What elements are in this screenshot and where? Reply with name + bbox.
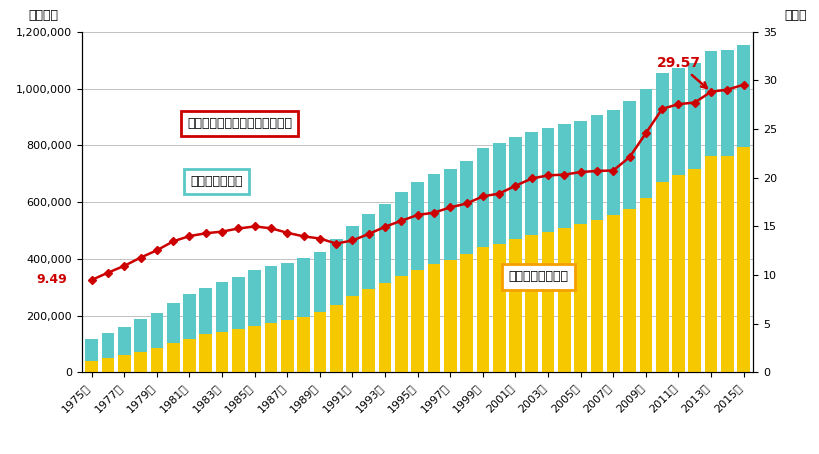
Bar: [265, 323, 278, 372]
Bar: [134, 319, 147, 372]
Bar: [526, 132, 538, 372]
Bar: [623, 101, 636, 372]
Bar: [85, 339, 98, 372]
Bar: [363, 289, 375, 372]
Bar: [265, 266, 278, 372]
Bar: [281, 321, 294, 372]
Bar: [640, 198, 652, 372]
Bar: [428, 264, 441, 372]
Bar: [704, 51, 717, 372]
Bar: [541, 232, 554, 372]
Bar: [574, 224, 587, 372]
Bar: [672, 68, 685, 372]
Bar: [248, 326, 261, 372]
Bar: [102, 358, 115, 372]
Bar: [509, 239, 522, 372]
Bar: [558, 124, 571, 372]
Bar: [411, 270, 424, 372]
Bar: [200, 287, 212, 372]
Bar: [541, 128, 554, 372]
Bar: [395, 276, 408, 372]
Text: 29.57: 29.57: [657, 56, 707, 88]
Bar: [378, 283, 391, 372]
Bar: [590, 220, 604, 372]
Text: 社会保障給付費: 社会保障給付費: [190, 175, 242, 188]
Bar: [737, 147, 750, 372]
Bar: [232, 277, 245, 372]
Bar: [330, 239, 342, 372]
Bar: [721, 156, 734, 372]
Text: 社会保障給付費の対国民所得比: 社会保障給付費の対国民所得比: [188, 117, 292, 130]
Bar: [623, 208, 636, 372]
Bar: [183, 294, 196, 372]
Text: 高齢者関係給付金: 高齢者関係給付金: [509, 271, 568, 283]
Bar: [232, 329, 245, 372]
Bar: [167, 303, 179, 372]
Bar: [215, 332, 229, 372]
Bar: [118, 355, 131, 372]
Bar: [134, 351, 147, 372]
Bar: [151, 313, 163, 372]
Bar: [607, 216, 620, 372]
Bar: [314, 312, 326, 372]
Bar: [297, 258, 310, 372]
Bar: [477, 247, 489, 372]
Bar: [721, 50, 734, 372]
Bar: [297, 317, 310, 372]
Bar: [281, 263, 294, 372]
Bar: [574, 121, 587, 372]
Bar: [444, 168, 457, 372]
Bar: [314, 252, 326, 372]
Bar: [395, 192, 408, 372]
Bar: [737, 45, 750, 372]
Bar: [102, 333, 115, 372]
Text: （％）: （％）: [785, 9, 808, 21]
Bar: [689, 169, 701, 372]
Bar: [689, 63, 701, 372]
Bar: [378, 204, 391, 372]
Bar: [607, 110, 620, 372]
Bar: [640, 89, 652, 372]
Bar: [363, 214, 375, 372]
Bar: [590, 115, 604, 372]
Bar: [656, 73, 668, 372]
Bar: [526, 235, 538, 372]
Bar: [656, 183, 668, 372]
Text: （億円）: （億円）: [28, 9, 58, 21]
Bar: [346, 226, 359, 372]
Bar: [200, 334, 212, 372]
Bar: [444, 260, 457, 372]
Bar: [151, 348, 163, 372]
Bar: [493, 244, 505, 372]
Bar: [118, 327, 131, 372]
Bar: [183, 339, 196, 372]
Bar: [167, 343, 179, 372]
Bar: [248, 271, 261, 372]
Bar: [460, 255, 473, 372]
Bar: [477, 148, 489, 372]
Bar: [411, 182, 424, 372]
Bar: [704, 156, 717, 372]
Bar: [509, 137, 522, 372]
Bar: [428, 174, 441, 372]
Bar: [215, 282, 229, 372]
Bar: [558, 228, 571, 372]
Bar: [493, 143, 505, 372]
Bar: [346, 296, 359, 372]
Bar: [672, 175, 685, 372]
Text: 9.49: 9.49: [36, 273, 66, 286]
Bar: [460, 161, 473, 372]
Bar: [330, 305, 342, 372]
Bar: [85, 361, 98, 372]
